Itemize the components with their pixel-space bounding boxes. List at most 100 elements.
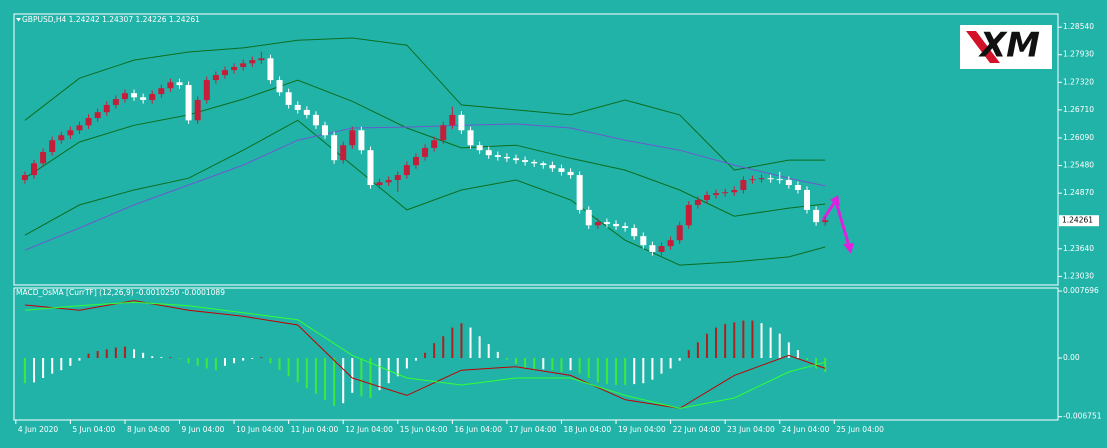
candle-body (194, 99, 201, 121)
x-tick-label: 5 Jun 04:00 (72, 425, 115, 434)
histogram-bar (824, 358, 827, 372)
histogram-bar (205, 358, 208, 369)
histogram-bar (296, 358, 299, 383)
candle-body (258, 58, 265, 61)
histogram-bar (587, 358, 590, 378)
candle-body (813, 209, 820, 223)
x-tick-label: 9 Jun 04:00 (182, 425, 225, 434)
histogram-bar (414, 358, 417, 361)
candle-body (394, 175, 401, 181)
price-panel-frame (13, 13, 1059, 286)
candle-body (804, 189, 811, 210)
histogram-bar (133, 349, 136, 358)
candle-body (249, 60, 256, 64)
histogram-bar (742, 320, 745, 358)
candle-body (67, 130, 74, 136)
candle-body (722, 192, 729, 194)
histogram-bar (605, 358, 608, 385)
candle-body (31, 163, 38, 176)
candle-body (467, 130, 474, 146)
macd-title: MACD_OsMA [CurrTF] (12,26,9) -0.0010250 … (16, 288, 225, 297)
y-tick-label: -0.006751 (1063, 412, 1102, 421)
candle-body (512, 158, 519, 161)
candle-body (103, 104, 110, 113)
candle-body (303, 109, 310, 115)
histogram-bar (60, 358, 63, 371)
histogram-bar (369, 358, 372, 398)
candle-body (131, 93, 138, 98)
candle-body (358, 130, 365, 151)
candle-body (376, 182, 383, 186)
candle-body (440, 125, 447, 141)
histogram-bar (114, 347, 117, 358)
histogram-bar (715, 327, 718, 358)
histogram-bar (142, 352, 145, 358)
x-tick-label: 23 Jun 04:00 (727, 425, 775, 434)
candle-body (422, 147, 429, 157)
candle-body (176, 82, 183, 86)
histogram-bar (633, 358, 636, 385)
histogram-bar (242, 358, 245, 361)
logo-text: XM (978, 26, 1040, 66)
candle-body (112, 99, 119, 105)
x-tick-label: 16 Jun 04:00 (454, 425, 502, 434)
xm-logo: XM (960, 25, 1052, 69)
candle-body (21, 175, 28, 181)
candle-body (276, 80, 283, 93)
histogram-bar (96, 351, 99, 358)
indicator-line (24, 37, 826, 171)
candle-body (458, 114, 465, 131)
y-tick-label: 1.24870 (1063, 188, 1094, 197)
histogram-bar (796, 350, 799, 358)
candle-body (713, 193, 720, 195)
candle-body (240, 63, 247, 67)
last-price-label: 1.24261 (1062, 216, 1093, 225)
candle-body (85, 118, 92, 126)
candle-body (267, 58, 274, 81)
candle-body (158, 88, 165, 95)
histogram-bar (233, 358, 236, 364)
candle-body (585, 209, 592, 226)
histogram-bar (751, 320, 754, 358)
arrow-up (821, 199, 838, 221)
histogram-bar (496, 351, 499, 358)
candle-body (385, 180, 392, 183)
y-tick-label: 1.25480 (1063, 161, 1094, 170)
indicator-line (24, 119, 826, 266)
y-tick-label: 1.27930 (1063, 50, 1094, 59)
candle-body (221, 70, 228, 76)
candle-body (576, 175, 583, 210)
menu-arrow (16, 18, 21, 22)
y-tick-label: 1.26710 (1063, 105, 1094, 114)
candle-body (531, 161, 538, 164)
y-tick-label: 0.007696 (1063, 286, 1099, 295)
candle-body (658, 246, 665, 252)
histogram-bar (624, 358, 627, 385)
candle-body (822, 220, 829, 223)
histogram-bar (815, 358, 818, 369)
candle-body (94, 112, 101, 119)
candle-body (549, 165, 556, 169)
candle-body (140, 97, 147, 100)
y-tick-label: 1.23030 (1063, 271, 1094, 280)
y-tick-label: 1.27320 (1063, 77, 1094, 86)
histogram-bar (660, 358, 663, 374)
histogram-bar (505, 358, 508, 360)
histogram-bar (78, 358, 81, 361)
candle-body (449, 114, 456, 126)
candle-body (794, 185, 801, 190)
x-tick-label: 11 Jun 04:00 (291, 425, 339, 434)
histogram-bar (514, 358, 517, 365)
candle-body (485, 150, 492, 156)
candle-body (494, 155, 501, 157)
histogram-bar (724, 324, 727, 358)
candle-body (749, 179, 756, 181)
histogram-bar (324, 358, 327, 400)
x-tick-label: 24 Jun 04:00 (782, 425, 830, 434)
histogram-bar (433, 343, 436, 358)
histogram-bar (769, 327, 772, 358)
price-title: GBPUSD,H4 1.24242 1.24307 1.24226 1.2426… (22, 15, 200, 24)
x-tick-label: 10 Jun 04:00 (236, 425, 284, 434)
